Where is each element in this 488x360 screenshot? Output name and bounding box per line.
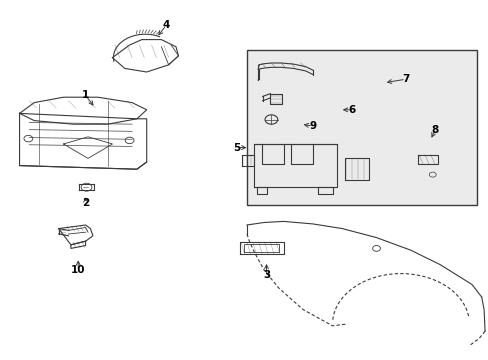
Text: 4: 4 [162,20,170,30]
Text: 3: 3 [263,270,269,280]
Text: 10: 10 [71,265,85,275]
Text: 6: 6 [348,105,355,115]
Text: 2: 2 [82,198,89,208]
Bar [246,50,476,205]
Text: 1: 1 [82,90,89,100]
Text: 7: 7 [401,74,409,84]
Text: 9: 9 [309,121,316,131]
Text: 5: 5 [233,143,240,153]
Text: 8: 8 [431,125,438,135]
